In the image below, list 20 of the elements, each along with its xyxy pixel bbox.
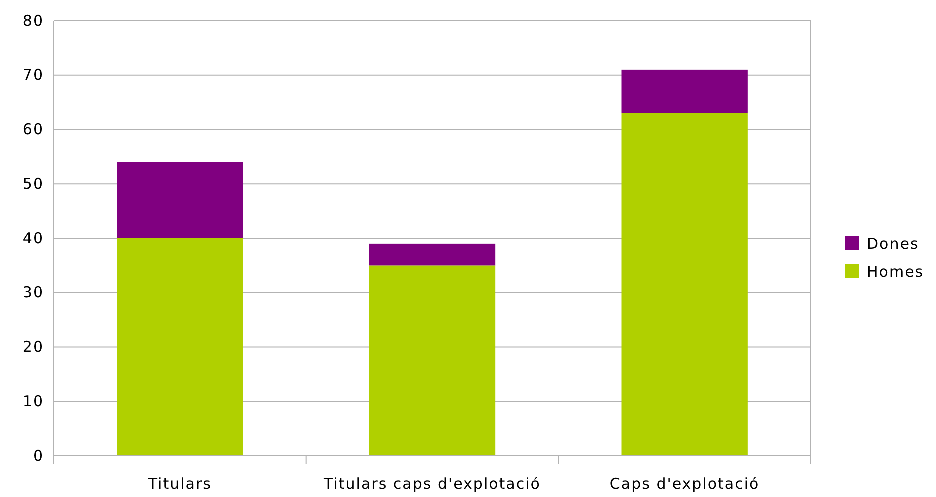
y-tick-label: 60 [22, 120, 44, 139]
bar [369, 266, 496, 456]
bar [369, 244, 496, 266]
bar [622, 70, 748, 114]
y-tick-label: 70 [22, 66, 44, 84]
y-tick-label: 0 [33, 446, 44, 465]
y-tick-label: 30 [22, 284, 44, 302]
bar [622, 113, 748, 456]
y-tick-label: 10 [22, 392, 44, 410]
x-tick-label: Titulars [147, 475, 212, 493]
y-tick-label: 40 [22, 229, 44, 248]
y-tick-label: 80 [22, 12, 44, 30]
y-tick-label: 20 [22, 338, 44, 356]
bar [117, 238, 244, 456]
bar [117, 162, 244, 238]
legend-label: Homes [867, 263, 924, 281]
y-tick-label: 50 [22, 174, 44, 193]
x-tick-label: Caps d'explotació [610, 475, 760, 493]
legend-label: Dones [867, 235, 920, 253]
x-tick-label: Titulars caps d'explotació [323, 475, 541, 493]
